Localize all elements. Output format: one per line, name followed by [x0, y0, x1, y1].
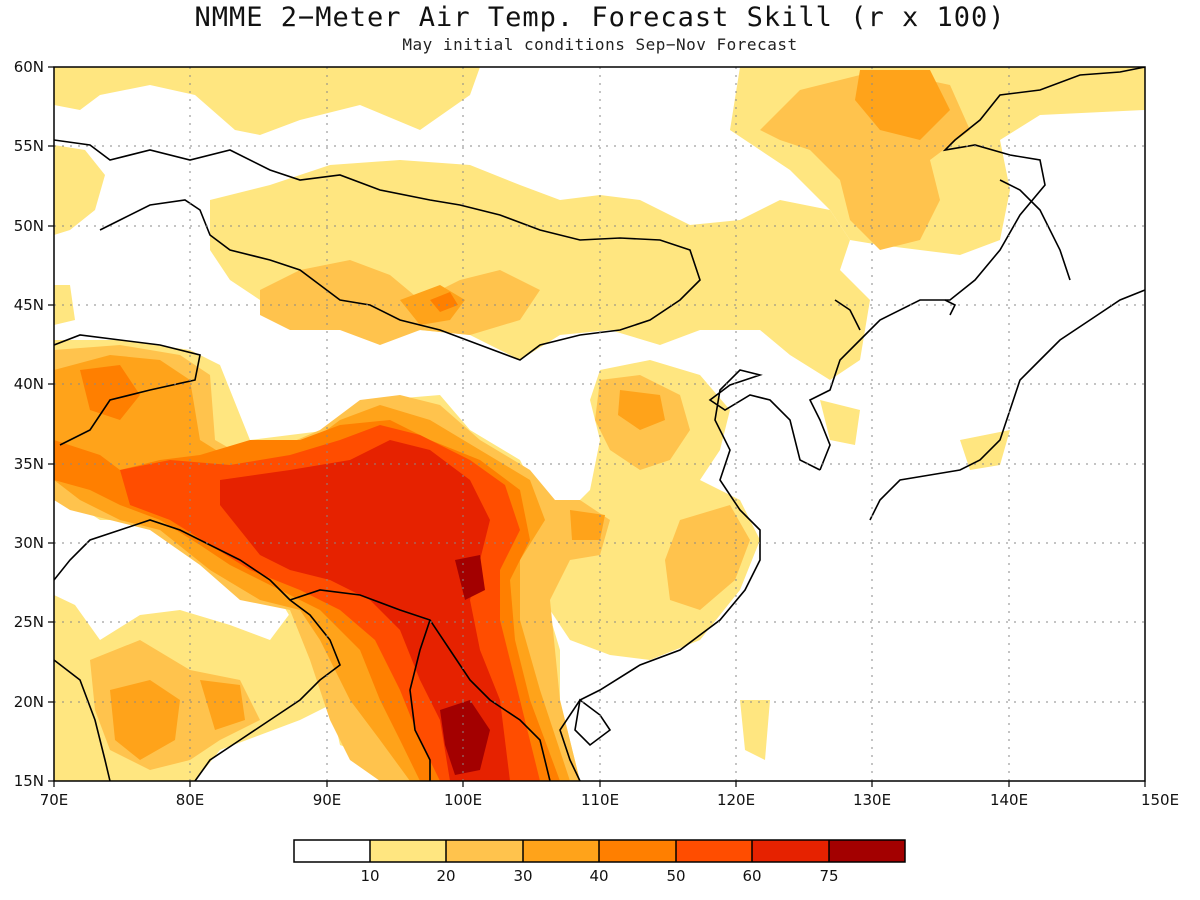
legend-label: 60: [742, 867, 761, 885]
lat-tick-label: 35N: [14, 455, 44, 473]
legend-swatch-4: [599, 840, 676, 862]
legend-label: 10: [360, 867, 379, 885]
tick-marks: [48, 66, 1146, 787]
legend-swatch-0: [294, 840, 370, 862]
lat-tick-label: 55N: [14, 137, 44, 155]
lon-tick-label: 100E: [444, 791, 482, 809]
legend-swatch-7: [829, 840, 905, 862]
lat-tick-label: 60N: [14, 58, 44, 76]
legend-label: 50: [666, 867, 685, 885]
lon-tick-label: 80E: [176, 791, 205, 809]
lat-tick-label: 15N: [14, 772, 44, 790]
lon-tick-labels: 70E 80E 90E 100E 110E 120E 130E 140E 150…: [40, 791, 1179, 809]
gridlines: [54, 67, 1145, 781]
lon-tick-label: 130E: [853, 791, 891, 809]
lat-tick-label: 45N: [14, 296, 44, 314]
lon-tick-label: 110E: [581, 791, 619, 809]
legend-label: 30: [513, 867, 532, 885]
legend-label: 20: [436, 867, 455, 885]
lat-tick-label: 50N: [14, 217, 44, 235]
legend-swatch-6: [752, 840, 829, 862]
lon-tick-label: 140E: [990, 791, 1028, 809]
lat-tick-label: 40N: [14, 375, 44, 393]
lat-tick-labels: 15N 20N 25N 30N 35N 40N 45N 50N 55N 60N: [14, 58, 44, 790]
legend-swatch-5: [676, 840, 752, 862]
map-title: NMME 2−Meter Air Temp. Forecast Skill (r…: [194, 2, 1006, 33]
lat-tick-label: 25N: [14, 613, 44, 631]
lon-tick-label: 150E: [1141, 791, 1179, 809]
coastlines: [54, 67, 1145, 781]
legend-label: 40: [589, 867, 608, 885]
map-subtitle: May initial conditions Sep−Nov Forecast: [402, 35, 798, 54]
skill-level-60-75: [220, 440, 510, 781]
lat-tick-label: 20N: [14, 693, 44, 711]
legend-label: 75: [819, 867, 838, 885]
legend-swatch-2: [446, 840, 523, 862]
color-legend: 10 20 30 40 50 60 75: [293, 839, 906, 885]
lon-tick-label: 120E: [717, 791, 755, 809]
legend-swatch-3: [523, 840, 599, 862]
lon-tick-label: 90E: [313, 791, 342, 809]
skill-shading: [54, 67, 1145, 781]
lat-tick-label: 30N: [14, 534, 44, 552]
lon-tick-label: 70E: [40, 791, 69, 809]
legend-swatch-1: [370, 840, 446, 862]
